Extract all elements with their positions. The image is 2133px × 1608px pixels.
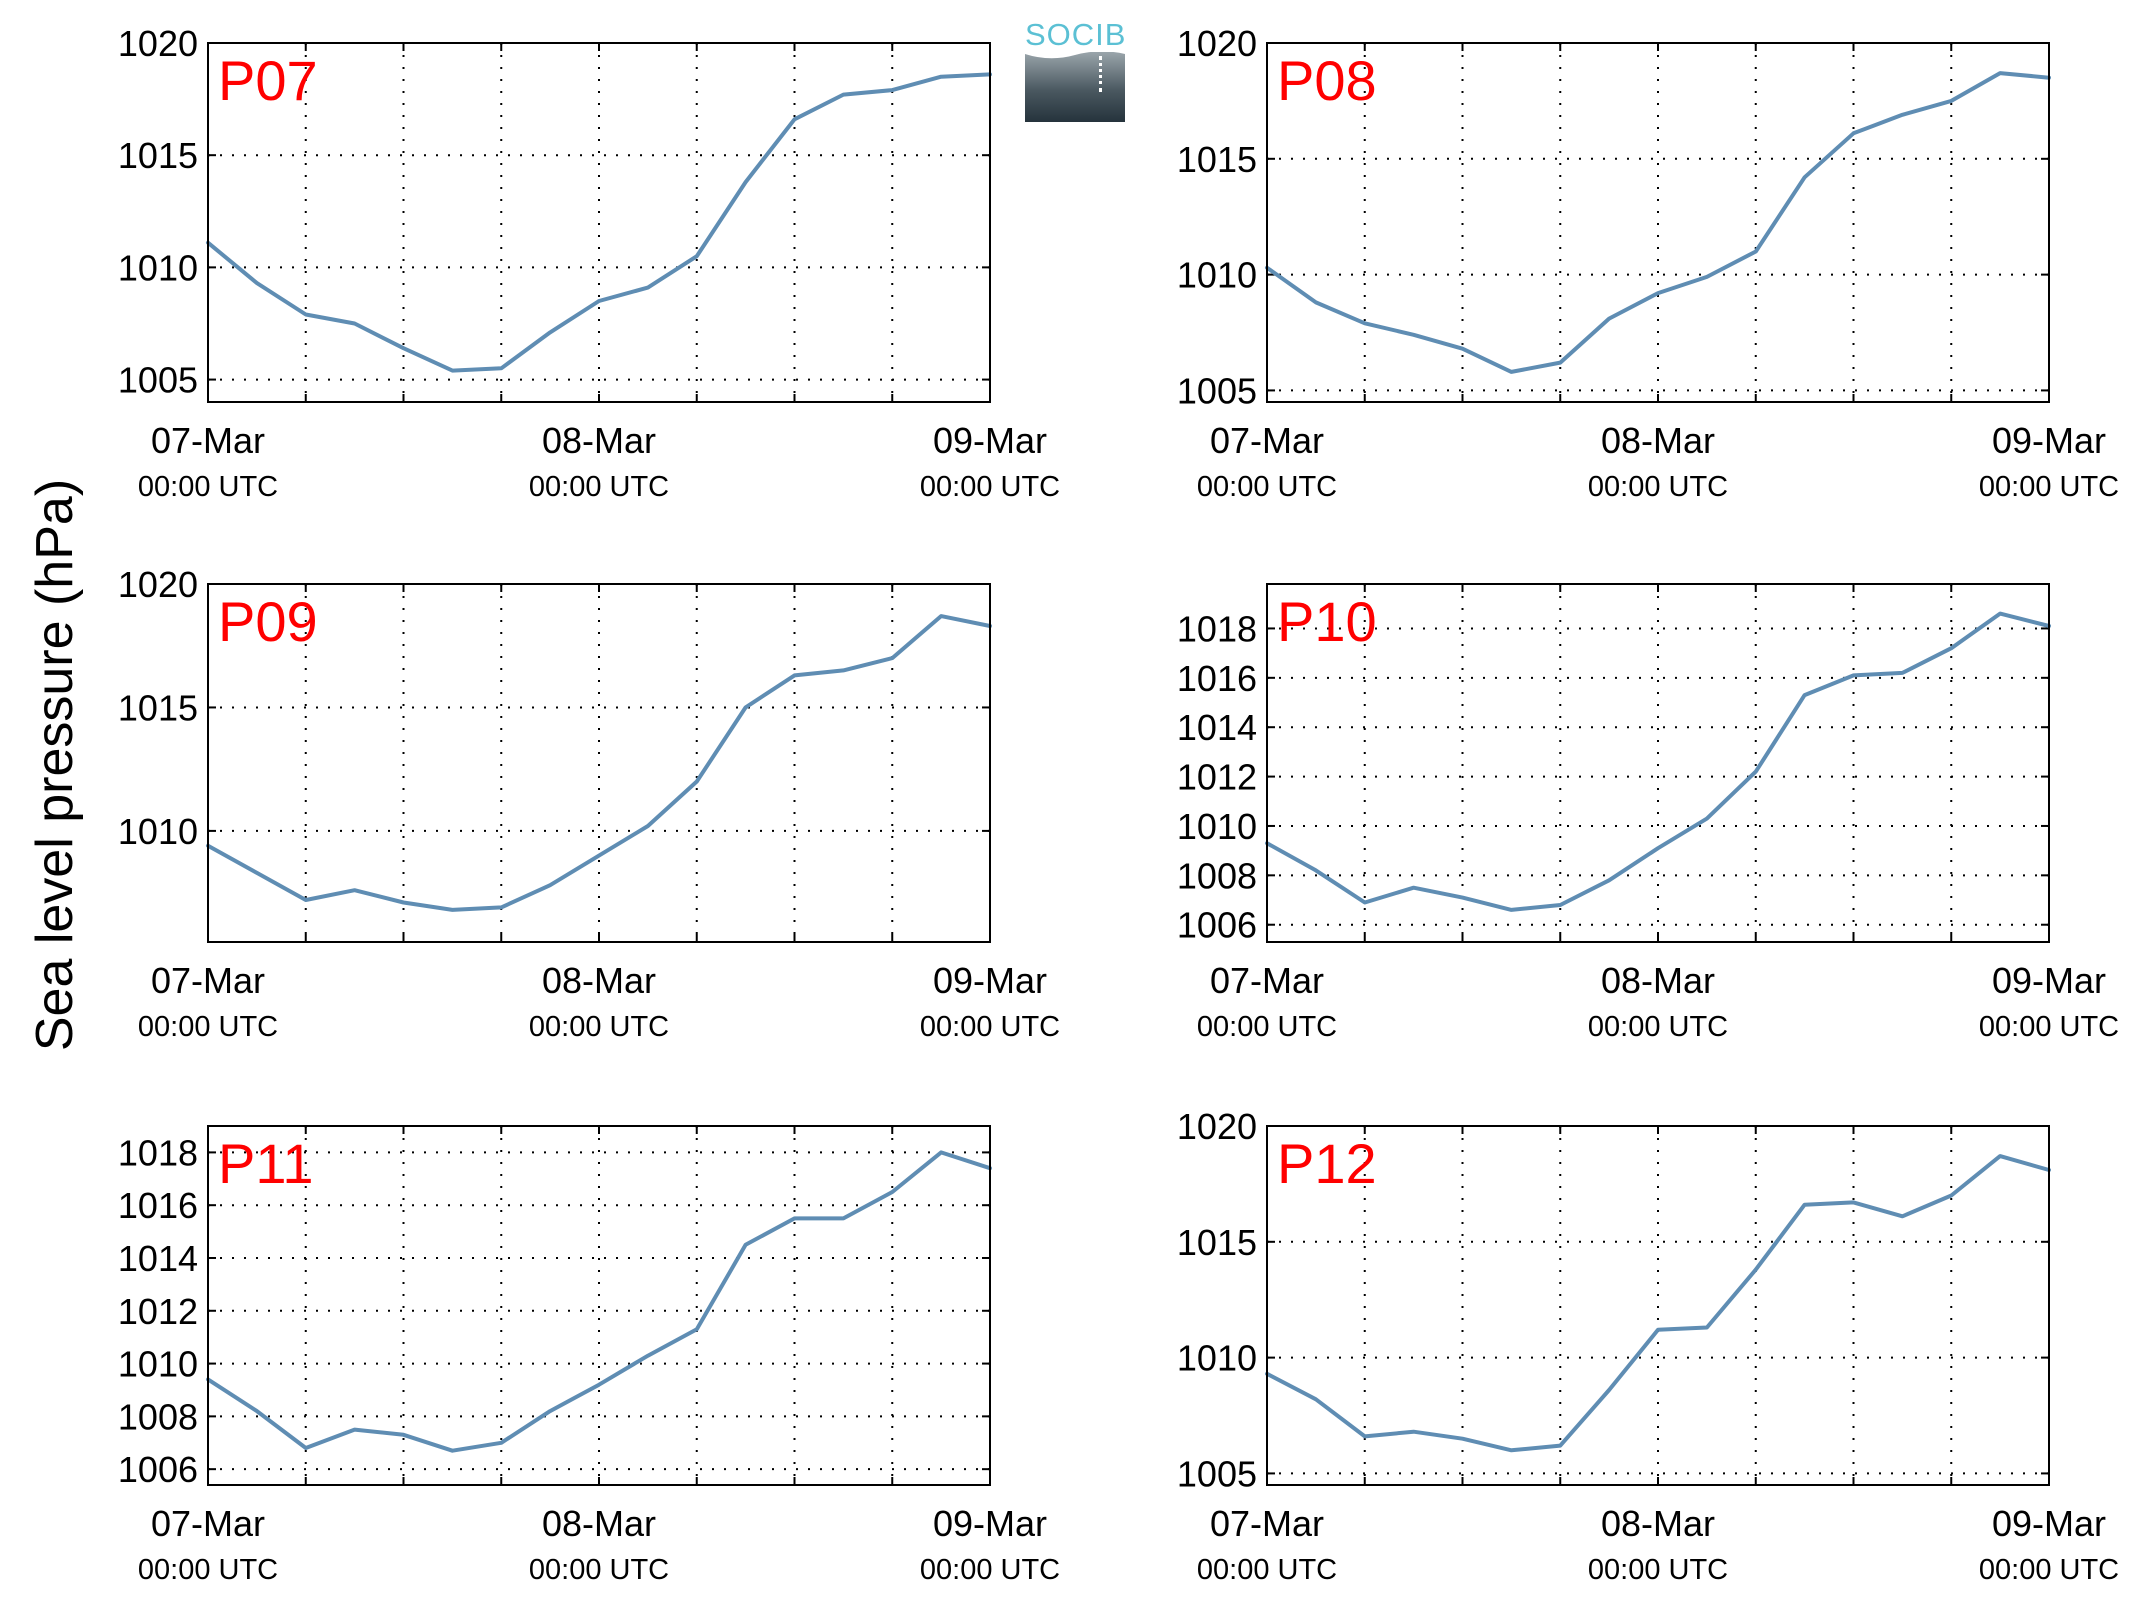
x-tick-time-label: 00:00 UTC [1588,1554,1728,1586]
logo-box [1025,52,1125,122]
panel-p11: 1006 1008 1010 1012 1014 1016 1018 07-Mar 00:00 … [118,1125,1060,1586]
series-line-p08 [1265,71,2051,374]
x-tick-date-label: 08-Mar [542,420,656,461]
panel-p12: 1005 1010 1015 1020 07-Mar 00:00 UTC 08-Mar 00:… [1177,1106,2119,1586]
panel-label-p10: P10 [1277,590,1377,653]
x-tick-time-label: 00:00 UTC [1588,1011,1728,1043]
y-tick-label: 1015 [1177,139,1257,180]
x-tick-date-label: 08-Mar [1601,420,1715,461]
y-tick-label: 1005 [1177,370,1257,411]
panel-label-p07: P07 [218,49,318,112]
x-tick-time-label: 00:00 UTC [138,471,278,503]
y-axis-label: Sea level pressure (hPa) [26,479,84,1051]
x-tick-time-label: 00:00 UTC [920,1554,1060,1586]
x-tick-date-label: 07-Mar [1210,960,1324,1001]
x-tick-date-label: 07-Mar [151,420,265,461]
series-line-p09 [206,614,992,912]
y-tick-label: 1010 [1177,255,1257,296]
logo-wave-icon [1025,48,1125,59]
x-tick-date-label: 08-Mar [542,960,656,1001]
socib-logo: SOCIB [1025,18,1125,122]
y-tick-label: 1014 [118,1238,198,1279]
y-tick-label: 1020 [1177,1106,1257,1147]
x-tick-time-label: 00:00 UTC [1197,1011,1337,1043]
y-tick-label: 1012 [118,1291,198,1332]
axes-frame [207,42,991,403]
y-tick-label: 1015 [1177,1222,1257,1263]
x-tick-time-label: 00:00 UTC [1197,1554,1337,1586]
axes-frame [1266,42,2050,403]
x-tick-time-label: 00:00 UTC [920,1011,1060,1043]
panel-label-p09: P09 [218,590,318,653]
series-line-p11 [206,1150,992,1453]
y-tick-label: 1005 [1177,1453,1257,1494]
series-line-p07 [206,72,992,373]
panel-p08: 1005 1010 1015 1020 07-Mar 00:00 UTC 08-Mar 00:… [1177,23,2119,503]
x-tick-time-label: 00:00 UTC [529,1554,669,1586]
logo-dotted-line [1099,56,1102,92]
x-tick-date-label: 09-Mar [933,960,1047,1001]
axes-frame [1266,583,2050,943]
y-tick-label: 1010 [1177,806,1257,847]
y-tick-label: 1005 [118,360,198,401]
x-tick-time-label: 00:00 UTC [1979,1011,2119,1043]
y-tick-label: 1020 [1177,23,1257,64]
chart-panels: 1005 1010 1015 1020 07-Mar 00:00 UTC 08-Mar 00:… [118,23,2119,1586]
x-tick-date-label: 07-Mar [151,960,265,1001]
x-tick-time-label: 00:00 UTC [920,471,1060,503]
panel-p07: 1005 1010 1015 1020 07-Mar 00:00 UTC 08-Mar 00:… [118,23,1060,503]
series-line-p10 [1265,611,2051,912]
y-tick-label: 1010 [1177,1338,1257,1379]
x-tick-time-label: 00:00 UTC [1979,1554,2119,1586]
x-tick-date-label: 08-Mar [1601,1503,1715,1544]
y-tick-label: 1006 [1177,905,1257,946]
x-tick-time-label: 00:00 UTC [529,471,669,503]
series-line-p12 [1265,1154,2051,1453]
logo-text: SOCIB [1025,17,1127,52]
x-tick-date-label: 09-Mar [933,1503,1047,1544]
panel-label-p08: P08 [1277,49,1377,112]
axes-frame [1266,1125,2050,1486]
y-tick-label: 1006 [118,1449,198,1490]
x-tick-date-label: 08-Mar [542,1503,656,1544]
x-tick-date-label: 07-Mar [1210,420,1324,461]
axes-frame [207,583,991,943]
y-tick-label: 1015 [118,135,198,176]
y-tick-label: 1010 [118,247,198,288]
x-tick-time-label: 00:00 UTC [138,1011,278,1043]
x-tick-date-label: 07-Mar [151,1503,265,1544]
y-tick-label: 1010 [118,1344,198,1385]
y-tick-label: 1018 [1177,608,1257,649]
y-tick-label: 1008 [118,1396,198,1437]
y-tick-label: 1018 [118,1132,198,1173]
y-tick-label: 1010 [118,811,198,852]
panel-label-p11: P11 [218,1132,313,1195]
x-tick-time-label: 00:00 UTC [1588,471,1728,503]
y-tick-label: 1020 [118,564,198,605]
y-tick-label: 1020 [118,23,198,64]
x-tick-date-label: 09-Mar [1992,1503,2106,1544]
x-tick-time-label: 00:00 UTC [1197,471,1337,503]
y-tick-label: 1016 [1177,658,1257,699]
x-tick-date-label: 08-Mar [1601,960,1715,1001]
x-tick-date-label: 09-Mar [1992,420,2106,461]
x-tick-date-label: 09-Mar [1992,960,2106,1001]
y-tick-label: 1012 [1177,757,1257,798]
x-tick-date-label: 07-Mar [1210,1503,1324,1544]
y-tick-label: 1015 [118,687,198,728]
panel-p10: 1006 1008 1010 1012 1014 1016 1018 07-Mar 00:00 … [1177,583,2119,1043]
x-tick-time-label: 00:00 UTC [138,1554,278,1586]
x-tick-date-label: 09-Mar [933,420,1047,461]
x-tick-time-label: 00:00 UTC [529,1011,669,1043]
panel-label-p12: P12 [1277,1132,1377,1195]
axes-frame [207,1125,991,1486]
y-tick-label: 1014 [1177,707,1257,748]
panel-p09: 1010 1015 1020 07-Mar 00:00 UTC 08-Mar 00:00 U… [118,564,1060,1043]
y-tick-label: 1008 [1177,855,1257,896]
x-tick-time-label: 00:00 UTC [1979,471,2119,503]
y-tick-label: 1016 [118,1185,198,1226]
